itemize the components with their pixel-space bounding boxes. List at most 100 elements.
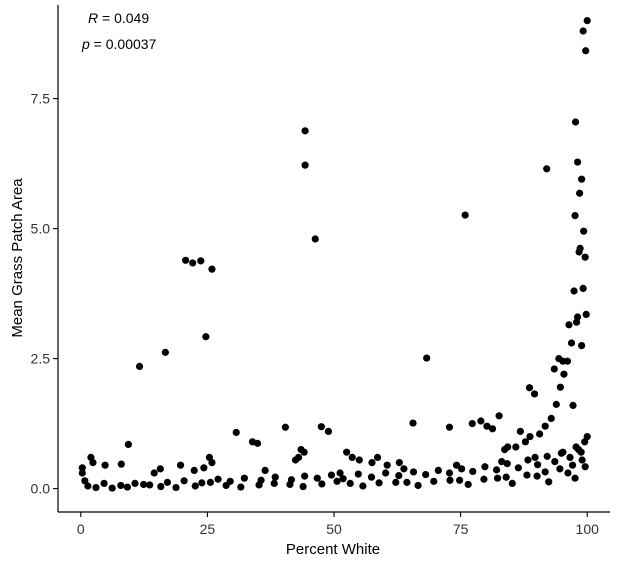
data-point	[373, 453, 382, 461]
data-point	[581, 463, 589, 471]
data-point	[571, 474, 579, 482]
data-point	[578, 175, 586, 183]
data-point	[180, 477, 188, 485]
data-point	[566, 453, 574, 461]
data-point	[524, 456, 532, 464]
y-tick-label: 0.0	[31, 481, 51, 497]
p-symbol: p	[81, 36, 90, 52]
data-point	[569, 401, 577, 409]
data-point	[131, 479, 139, 487]
x-tick-label: 50	[326, 521, 342, 537]
data-point	[578, 456, 586, 464]
data-point	[78, 464, 86, 472]
data-point	[291, 456, 300, 464]
data-point	[445, 469, 454, 477]
data-point	[409, 419, 417, 427]
data-point	[222, 481, 230, 490]
data-point	[150, 469, 158, 477]
data-point	[81, 477, 89, 485]
data-point	[570, 287, 578, 295]
points-layer	[78, 17, 591, 492]
data-point	[526, 433, 534, 441]
data-point	[564, 469, 572, 477]
data-point	[469, 467, 477, 476]
data-point	[543, 165, 551, 173]
data-point	[324, 427, 333, 435]
data-point	[533, 472, 541, 480]
y-tick-label: 5.0	[31, 221, 51, 237]
data-point	[375, 479, 383, 487]
data-point	[563, 357, 572, 365]
data-point	[403, 478, 411, 486]
data-point	[575, 248, 583, 256]
y-ticks: 0.0 2.5 5.0 7.5	[31, 91, 58, 497]
data-point	[582, 47, 590, 55]
data-point	[359, 482, 367, 490]
data-point	[172, 483, 180, 492]
data-point	[445, 423, 454, 431]
data-point	[461, 211, 469, 219]
data-point	[530, 390, 539, 398]
data-point	[383, 461, 391, 469]
data-point	[523, 471, 531, 479]
data-point	[157, 482, 165, 491]
data-point	[300, 448, 308, 456]
data-point	[301, 127, 309, 135]
data-point	[400, 465, 408, 473]
data-point	[367, 473, 376, 481]
data-point	[481, 463, 489, 471]
data-point	[311, 235, 319, 243]
data-point	[261, 466, 269, 474]
data-point	[176, 461, 185, 469]
data-point	[163, 478, 171, 486]
data-point	[550, 365, 558, 373]
data-point	[556, 383, 564, 391]
data-point	[395, 472, 403, 480]
data-point	[430, 477, 438, 485]
y-tick-label: 7.5	[31, 91, 51, 107]
data-point	[583, 433, 591, 441]
data-point	[354, 470, 362, 478]
data-point	[516, 427, 524, 435]
data-point	[545, 478, 553, 486]
data-point	[533, 461, 542, 469]
data-point	[301, 472, 309, 480]
data-point	[508, 479, 516, 487]
x-axis-title: Percent White	[286, 541, 380, 558]
data-point	[206, 478, 215, 486]
data-point	[240, 474, 248, 482]
data-point	[573, 158, 582, 166]
data-point	[579, 27, 587, 35]
data-point	[392, 478, 400, 486]
data-point	[571, 118, 580, 126]
data-point	[575, 446, 583, 454]
data-point	[525, 384, 534, 392]
data-point	[253, 439, 262, 447]
data-point	[480, 475, 488, 483]
data-point	[551, 457, 559, 466]
data-point	[464, 480, 472, 489]
data-point	[101, 461, 109, 469]
data-point	[237, 483, 245, 491]
r-annotation: R = 0.049	[88, 10, 149, 26]
data-point	[452, 461, 461, 469]
data-point	[146, 481, 154, 489]
data-point	[78, 469, 86, 477]
data-point	[190, 466, 198, 474]
x-tick-label: 0	[77, 521, 85, 537]
data-point	[579, 284, 587, 292]
data-point	[565, 321, 573, 329]
data-point	[339, 475, 347, 483]
data-point	[208, 459, 216, 467]
data-point	[488, 425, 497, 433]
data-point	[270, 479, 278, 487]
data-point	[576, 189, 584, 197]
data-point	[521, 438, 530, 446]
data-point	[117, 481, 125, 490]
data-point	[139, 480, 148, 489]
data-point	[301, 161, 309, 169]
data-point	[355, 456, 363, 464]
data-point	[182, 256, 190, 264]
data-point	[317, 423, 325, 431]
data-point	[446, 476, 454, 484]
